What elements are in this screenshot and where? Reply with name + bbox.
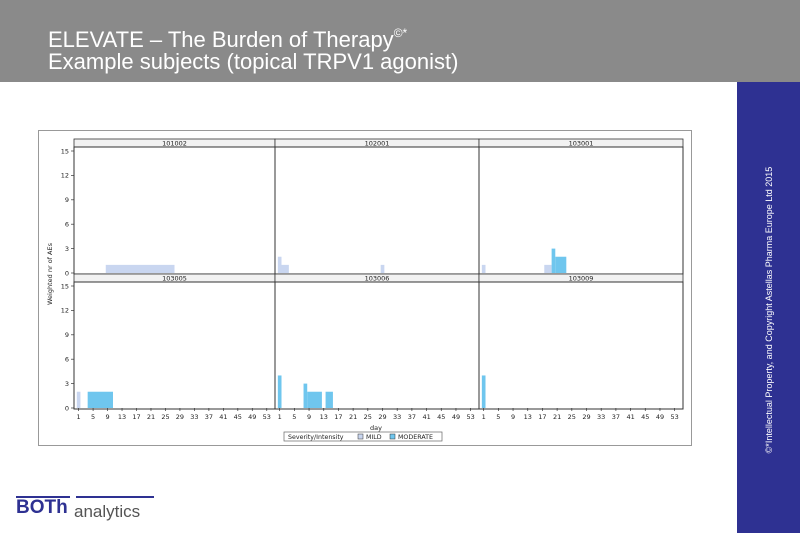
ae-bar bbox=[380, 264, 385, 273]
x-tick-label: 25 bbox=[161, 413, 169, 421]
y-tick-label: 3 bbox=[65, 245, 69, 253]
panel-title: 103006 bbox=[365, 274, 390, 282]
legend-swatch-moderate bbox=[389, 433, 396, 440]
x-tick-label: 17 bbox=[538, 413, 546, 421]
x-tick-label: 41 bbox=[422, 413, 430, 421]
x-tick-label: 29 bbox=[378, 413, 386, 421]
y-tick-label: 6 bbox=[65, 356, 69, 364]
slide-title: ELEVATE – The Burden of Therapy©* bbox=[48, 26, 408, 52]
x-tick-label: 21 bbox=[553, 413, 561, 421]
x-tick-label: 53 bbox=[671, 413, 679, 421]
chart-frame bbox=[38, 130, 692, 446]
x-tick-label: 41 bbox=[219, 413, 227, 421]
y-tick-label: 15 bbox=[61, 147, 69, 155]
x-tick-label: 5 bbox=[91, 413, 95, 421]
ae-bar bbox=[544, 264, 552, 273]
copyright-mark: ©* bbox=[393, 26, 408, 40]
x-tick-label: 9 bbox=[307, 413, 311, 421]
sidebar-band bbox=[737, 82, 800, 533]
x-tick-label: 37 bbox=[205, 413, 213, 421]
logo-line bbox=[16, 496, 70, 498]
x-tick-label: 29 bbox=[176, 413, 184, 421]
ae-bar bbox=[281, 264, 289, 273]
ae-bar bbox=[76, 391, 81, 408]
x-tick-label: 33 bbox=[393, 413, 401, 421]
copyright-notice: ©*Intellectual Property, and Copyright A… bbox=[764, 166, 774, 454]
legend-label-moderate: MODERATE bbox=[398, 434, 433, 441]
x-tick-label: 1 bbox=[278, 413, 282, 421]
x-tick-label: 49 bbox=[452, 413, 460, 421]
x-tick-label: 41 bbox=[626, 413, 634, 421]
y-tick-label: 0 bbox=[65, 404, 69, 412]
slide-subtitle: Example subjects (topical TRPV1 agonist) bbox=[48, 49, 459, 74]
ae-bar bbox=[555, 256, 567, 273]
legend-swatch-mild bbox=[357, 433, 364, 440]
x-tick-label: 17 bbox=[334, 413, 342, 421]
ae-bar bbox=[551, 248, 556, 273]
x-tick-label: 9 bbox=[511, 413, 515, 421]
panel-title: 102001 bbox=[365, 139, 390, 147]
x-tick-label: 25 bbox=[364, 413, 372, 421]
legend-label-mild: MILD bbox=[366, 434, 382, 441]
x-tick-label: 1 bbox=[77, 413, 81, 421]
ae-bar bbox=[481, 375, 486, 408]
slide-header: ELEVATE – The Burden of Therapy©* Exampl… bbox=[0, 0, 800, 82]
x-tick-label: 49 bbox=[248, 413, 256, 421]
x-tick-label: 5 bbox=[496, 413, 500, 421]
y-tick-label: 6 bbox=[65, 221, 69, 229]
x-tick-label: 1 bbox=[482, 413, 486, 421]
x-axis-title: day bbox=[370, 424, 382, 432]
y-tick-label: 9 bbox=[65, 331, 69, 339]
panel-title: 101002 bbox=[162, 139, 187, 147]
y-tick-label: 15 bbox=[61, 282, 69, 290]
x-tick-label: 21 bbox=[147, 413, 155, 421]
both-analytics-logo: BOTh analytics bbox=[16, 496, 158, 526]
x-tick-label: 9 bbox=[105, 413, 109, 421]
x-tick-label: 37 bbox=[612, 413, 620, 421]
y-tick-label: 3 bbox=[65, 380, 69, 388]
ae-bar bbox=[87, 391, 113, 408]
y-tick-label: 12 bbox=[61, 172, 69, 180]
ae-bar bbox=[277, 256, 282, 273]
x-tick-label: 33 bbox=[597, 413, 605, 421]
logo-both-text: BOTh bbox=[16, 497, 68, 518]
x-tick-label: 29 bbox=[582, 413, 590, 421]
x-tick-label: 25 bbox=[568, 413, 576, 421]
ae-bar bbox=[277, 375, 282, 408]
panel-title: 103001 bbox=[569, 139, 594, 147]
y-tick-label: 9 bbox=[65, 196, 69, 204]
panel-title: 103005 bbox=[162, 274, 187, 282]
x-tick-label: 53 bbox=[467, 413, 475, 421]
x-tick-label: 45 bbox=[437, 413, 445, 421]
x-tick-label: 45 bbox=[641, 413, 649, 421]
x-tick-label: 49 bbox=[656, 413, 664, 421]
ae-bar bbox=[307, 391, 322, 408]
x-tick-label: 17 bbox=[132, 413, 140, 421]
x-tick-label: 13 bbox=[320, 413, 328, 421]
logo-line bbox=[76, 496, 154, 498]
ae-bar bbox=[481, 264, 486, 273]
legend-title: Severity/Intensity bbox=[288, 434, 344, 441]
x-tick-label: 33 bbox=[190, 413, 198, 421]
ae-bar bbox=[105, 264, 175, 273]
y-tick-label: 0 bbox=[65, 269, 69, 277]
x-tick-label: 5 bbox=[292, 413, 296, 421]
panel-title: 103009 bbox=[569, 274, 594, 282]
x-tick-label: 53 bbox=[263, 413, 271, 421]
ae-bar bbox=[325, 391, 333, 408]
y-tick-label: 12 bbox=[61, 307, 69, 315]
x-tick-label: 21 bbox=[349, 413, 357, 421]
y-axis-title: Weighted nr of AEs bbox=[46, 242, 54, 305]
x-tick-label: 37 bbox=[408, 413, 416, 421]
panel-border bbox=[478, 281, 684, 410]
logo-analytics-text: analytics bbox=[74, 502, 141, 521]
ae-bar bbox=[303, 383, 308, 408]
x-tick-label: 45 bbox=[234, 413, 242, 421]
x-tick-label: 13 bbox=[118, 413, 126, 421]
x-tick-label: 13 bbox=[524, 413, 532, 421]
